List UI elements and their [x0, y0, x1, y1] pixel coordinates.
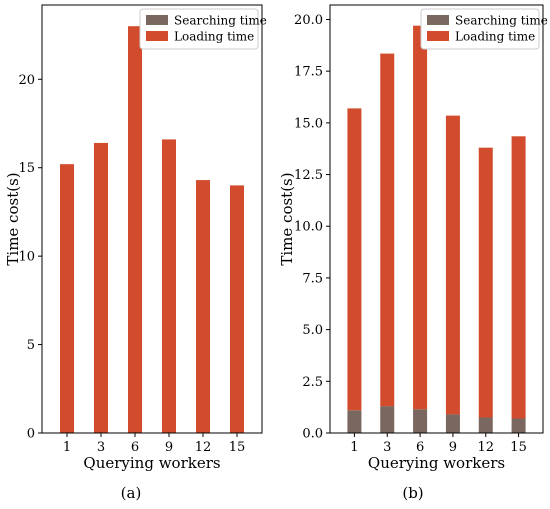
x-axis-label: Querying workers	[83, 454, 220, 472]
y-tick-label: 20	[18, 73, 35, 88]
legend-label-searching: Searching time	[455, 14, 548, 28]
bar-loading-1	[60, 164, 74, 434]
y-tick-label: 10	[18, 250, 35, 265]
x-axis-label: Querying workers	[368, 454, 505, 472]
bar-loading-9	[162, 139, 176, 433]
y-axis-label: Time cost(s)	[4, 172, 22, 265]
bar-loading-1	[347, 108, 362, 411]
y-tick-label: 12.5	[294, 168, 323, 183]
legend-swatch-searching	[146, 15, 168, 25]
chart-panel-b: 1 3 6 9 12 15 0.0 2.5 5.0 7.5 10.0 12.5 15.0 17.5 20.0…	[278, 4, 548, 472]
y-tick-label: 0.0	[302, 427, 323, 442]
chart-panel-a: 1 3 6 9 12 15 0 5 10 15 20 Querying workers Time cos…	[4, 4, 267, 472]
bar-loading-15	[230, 185, 244, 433]
panel-caption-b: (b)	[402, 484, 423, 502]
x-tick-label: 6	[416, 440, 424, 455]
legend-swatch-searching	[427, 15, 449, 25]
legend-label-loading: Loading time	[174, 30, 254, 44]
bar-loading-15	[511, 136, 526, 419]
plot-frame	[41, 4, 263, 434]
bar-searching-15	[511, 418, 526, 433]
legend-label-searching: Searching time	[174, 14, 267, 28]
legend: Searching time Loading time	[420, 8, 548, 50]
x-tick-label: 15	[510, 440, 527, 455]
plot-frame	[329, 4, 544, 434]
y-tick-label: 15	[18, 161, 35, 176]
bar-loading-12	[478, 147, 493, 418]
x-tick-label: 12	[477, 440, 494, 455]
bar-loading-3	[94, 142, 108, 433]
x-tick-label: 3	[383, 440, 391, 455]
x-tick-label: 12	[195, 440, 212, 455]
bar-loading-12	[196, 180, 210, 433]
bar-loading-6	[413, 25, 428, 410]
x-tick-label: 9	[449, 440, 457, 455]
bar-searching-12	[478, 417, 493, 433]
y-tick-label: 0	[27, 427, 35, 442]
x-tick-label: 3	[97, 440, 105, 455]
y-tick-label: 5	[27, 338, 35, 353]
bar-searching-9	[445, 414, 460, 433]
y-tick-label: 20.0	[294, 13, 323, 28]
bar-searching-3	[380, 406, 395, 433]
panel-caption-a: (a)	[121, 484, 142, 502]
x-tick-label: 9	[165, 440, 173, 455]
y-tick-label: 15.0	[294, 116, 323, 131]
legend-label-loading: Loading time	[455, 30, 535, 44]
legend-box	[139, 8, 259, 50]
legend-swatch-loading	[146, 31, 168, 41]
y-tick-label: 7.5	[302, 271, 323, 286]
x-tick-label: 15	[229, 440, 246, 455]
x-tick-label: 1	[350, 440, 358, 455]
legend-swatch-loading	[427, 31, 449, 41]
legend: Searching time Loading time	[139, 8, 267, 50]
y-tick-label: 17.5	[294, 65, 323, 80]
bar-loading-9	[445, 115, 460, 415]
x-tick-label: 1	[63, 440, 71, 455]
x-tick-label: 6	[131, 440, 139, 455]
bar-searching-6	[413, 409, 428, 433]
bar-loading-6	[128, 26, 142, 433]
y-axis-label: Time cost(s)	[278, 172, 296, 265]
legend-box	[420, 8, 540, 50]
y-tick-label: 10.0	[294, 220, 323, 235]
bar-searching-1	[347, 410, 362, 433]
bar-loading-3	[380, 53, 395, 407]
y-tick-label: 2.5	[302, 375, 323, 390]
y-tick-label: 5.0	[302, 323, 323, 338]
